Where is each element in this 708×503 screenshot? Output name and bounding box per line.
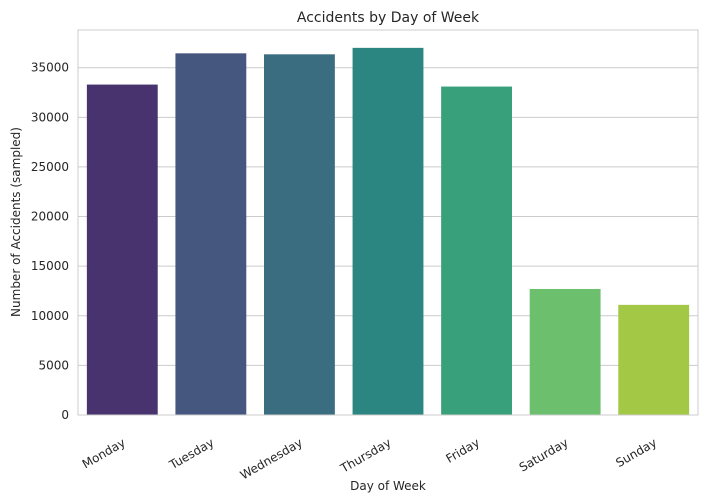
chart-title: Accidents by Day of Week	[297, 10, 480, 26]
x-tick-label: Saturday	[517, 435, 571, 474]
y-tick-label: 5000	[38, 358, 69, 372]
x-tick-label: Sunday	[613, 435, 659, 470]
bar-wednesday	[264, 54, 335, 415]
y-tick-label: 35000	[31, 61, 69, 75]
x-axis-label: Day of Week	[350, 479, 426, 493]
x-tick-label: Tuesday	[166, 435, 216, 472]
bar-monday	[86, 84, 158, 416]
bar-tuesday	[175, 53, 247, 415]
x-tick-label: Monday	[80, 435, 128, 471]
bar-thursday	[352, 47, 424, 415]
bar-sunday	[618, 304, 690, 415]
y-axis-ticks: 0 5000 10000 15000 20000 25000 30000 35000	[31, 61, 69, 422]
bar-friday	[441, 86, 512, 416]
y-tick-label: 15000	[31, 259, 69, 273]
y-tick-label: 25000	[31, 160, 69, 174]
y-tick-label: 20000	[31, 210, 69, 224]
x-tick-label: Wednesday	[238, 435, 305, 482]
y-tick-label: 0	[61, 408, 69, 422]
x-tick-label: Friday	[444, 435, 483, 465]
y-tick-label: 10000	[31, 309, 69, 323]
bars	[86, 47, 690, 416]
plot-frame	[77, 29, 699, 416]
x-tick-label: Thursday	[337, 435, 393, 476]
x-axis-ticks: Monday Tuesday Wednesday Thursday Friday Satu…	[80, 435, 659, 482]
bar-saturday	[529, 288, 601, 415]
y-axis-label: Number of Accidents (sampled)	[9, 127, 23, 317]
y-tick-label: 30000	[31, 110, 69, 124]
